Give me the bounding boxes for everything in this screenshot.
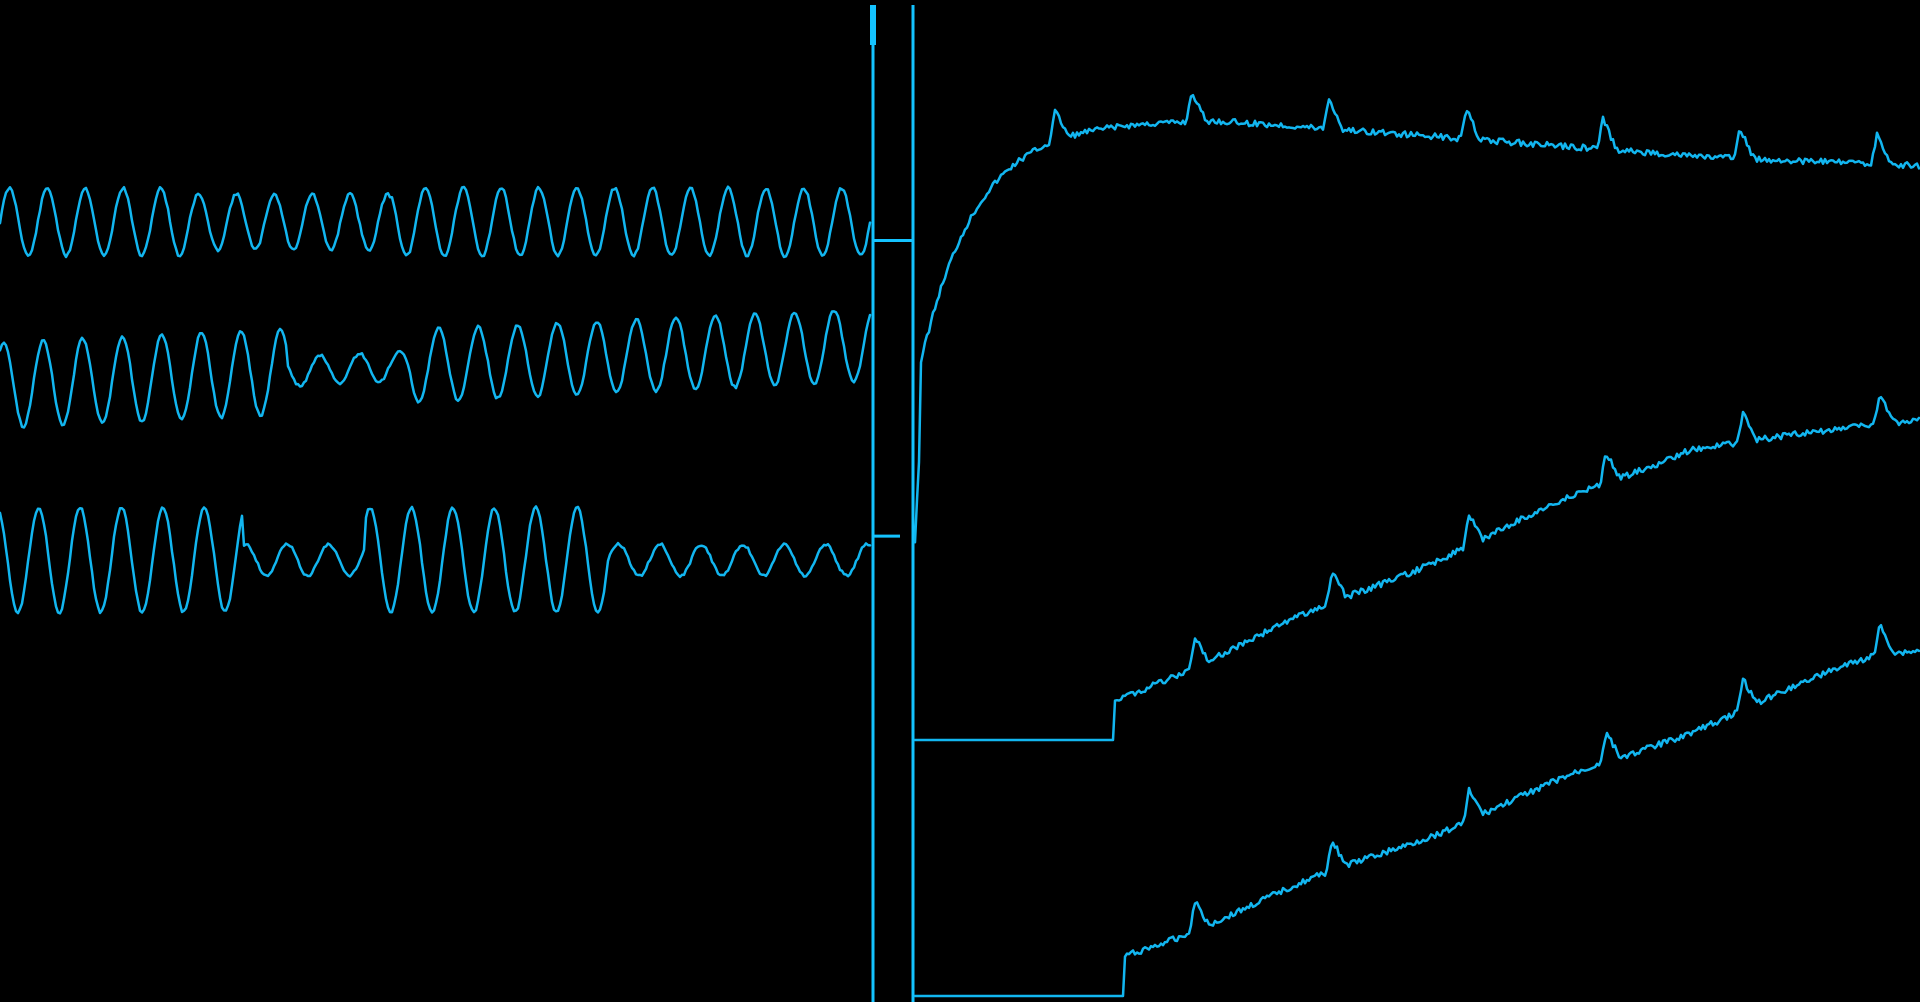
right-trace-3 <box>913 623 1920 998</box>
left-trace-3 <box>0 505 872 615</box>
left-trace-2 <box>0 310 872 429</box>
time-cursor-divider[interactable] <box>870 5 915 1002</box>
right-trace-2 <box>913 395 1920 742</box>
right-trace-1 <box>913 93 1920 544</box>
left-trace-1 <box>0 185 872 259</box>
right-channel-group <box>913 93 1920 998</box>
left-channel-group <box>0 185 872 615</box>
